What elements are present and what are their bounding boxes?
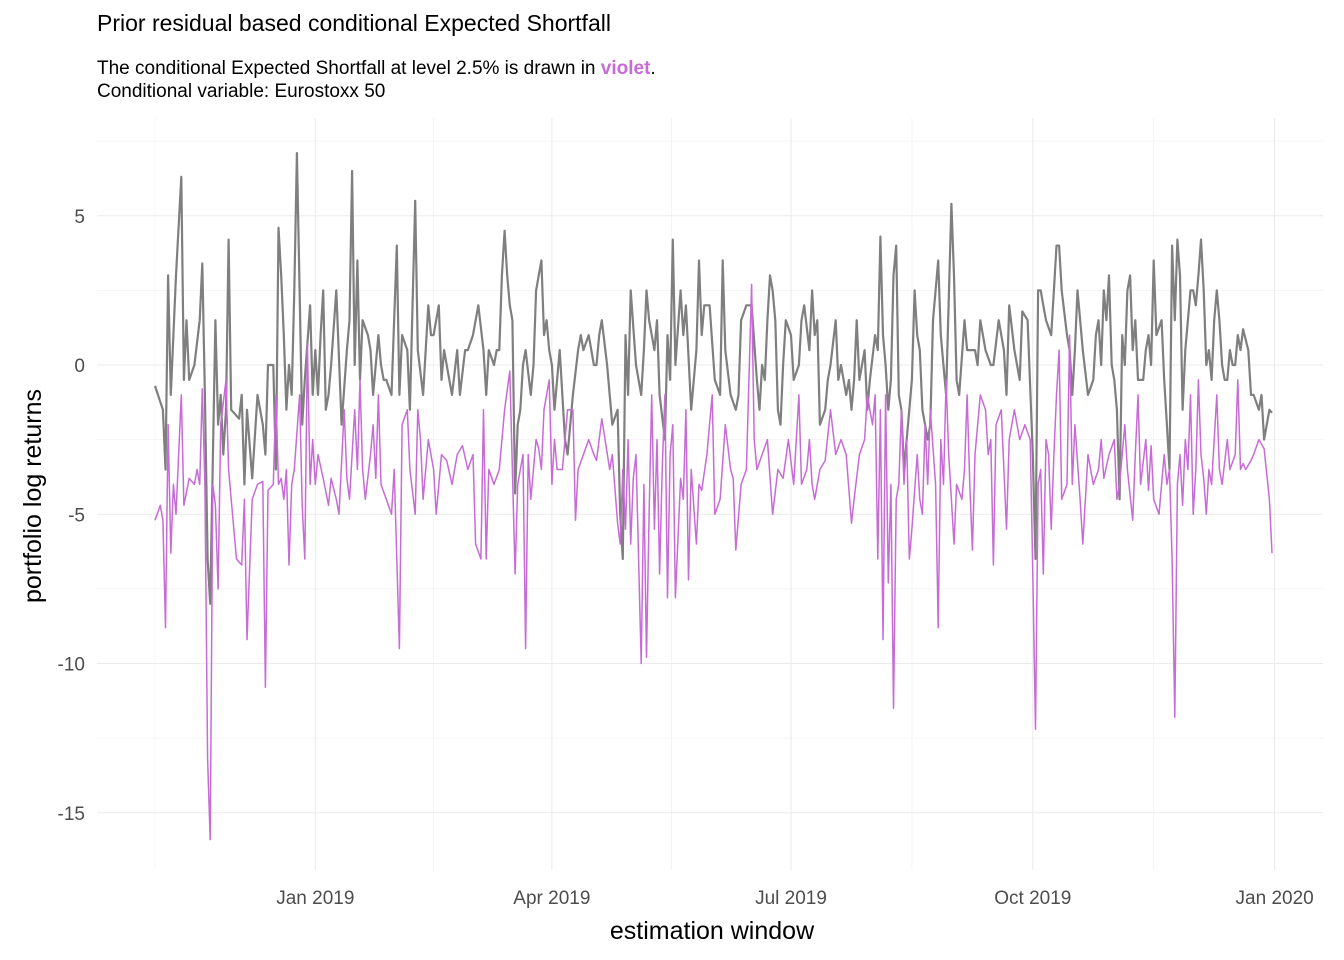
series-layer: [153, 152, 1273, 841]
subtitle-prefix: The conditional Expected Shortfall at le…: [97, 58, 601, 79]
grid-major: [97, 118, 1323, 870]
y-tick-label: 5: [74, 207, 85, 228]
y-tick-label: -10: [58, 655, 85, 676]
x-tick-label: Jan 2019: [276, 888, 354, 909]
subtitle-line-2: Conditional variable: Eurostoxx 50: [97, 81, 386, 102]
y-tick-labels: -15 -10 -5 0 5: [58, 207, 85, 825]
x-tick-label: Jan 2020: [1236, 888, 1314, 909]
y-tick-label: 0: [74, 356, 85, 377]
x-tick-label: Jul 2019: [755, 888, 827, 909]
series-line-1: [153, 152, 1273, 605]
x-axis-title: estimation window: [610, 917, 815, 945]
chart-subtitle: The conditional Expected Shortfall at le…: [97, 57, 656, 103]
subtitle-highlight: violet: [600, 58, 651, 79]
chart-title: Prior residual based conditional Expecte…: [97, 10, 611, 36]
y-tick-label: -5: [68, 505, 85, 526]
grid-minor: [97, 118, 1323, 870]
subtitle-line-1: The conditional Expected Shortfall at le…: [97, 57, 656, 80]
y-tick-label: -15: [58, 804, 85, 825]
x-tick-labels: Jan 2019 Apr 2019 Jul 2019 Oct 2019 Jan 2020: [276, 888, 1313, 909]
x-tick-label: Oct 2019: [994, 888, 1071, 909]
series-line-2: [154, 283, 1273, 841]
y-axis-title: portfolio log returns: [19, 389, 47, 603]
subtitle-suffix: .: [650, 58, 656, 79]
x-tick-label: Apr 2019: [513, 888, 590, 909]
